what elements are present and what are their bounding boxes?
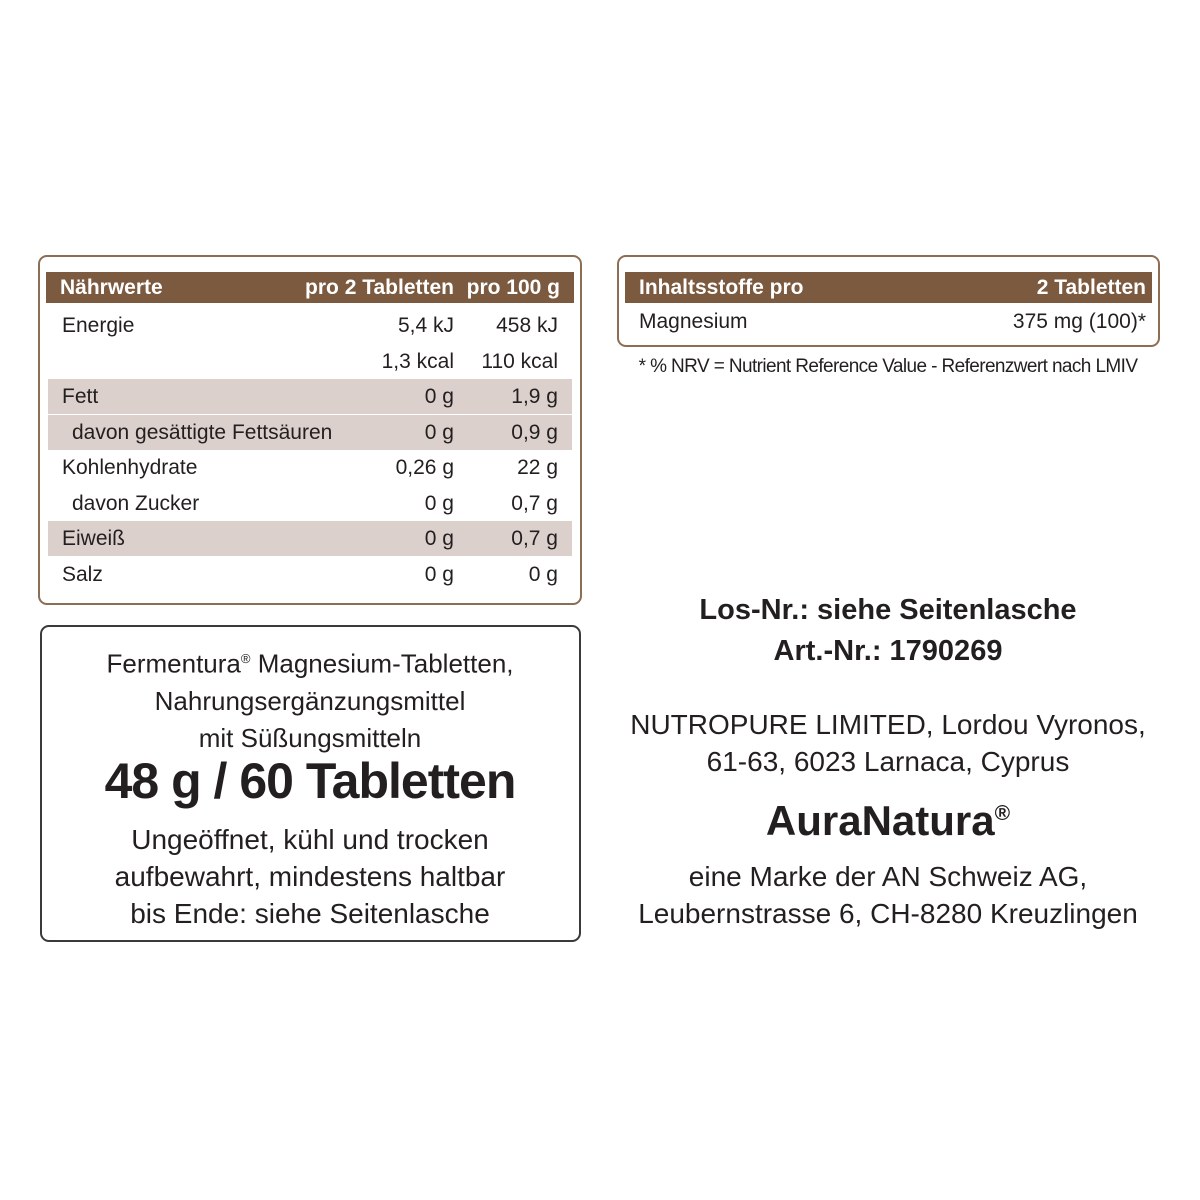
value-per-100g: 458 kJ [496, 314, 558, 337]
nutrition-row: 1,3 kcal 110 kcal [48, 344, 572, 379]
nutrition-row: Eiweiß 0 g 0,7 g [48, 521, 572, 556]
nutrition-row: davon Zucker 0 g 0,7 g [48, 486, 572, 521]
ingredient-row: Magnesium 375 mg (100)* [625, 304, 1152, 339]
brand-owner: eine Marke der AN Schweiz AG, Leubernstr… [638, 858, 1138, 932]
ingredient-name: Magnesium [639, 310, 748, 333]
footnote: * % NRV = Nutrient Reference Value - Ref… [638, 356, 1138, 377]
header-col: 2 Tabletten [1036, 276, 1146, 299]
value-per-100g: 1,9 g [511, 385, 558, 408]
nutrition-row: Fett 0 g 1,9 g [48, 379, 572, 414]
ingredients-header: Inhaltsstoffe pro 2 Tabletten [625, 272, 1152, 303]
value-per-100g: 110 kcal [481, 349, 558, 373]
product-category: Nahrungsergänzungsmittel [154, 685, 466, 716]
value-per-100g: 0,7 g [511, 491, 558, 515]
product-box [40, 625, 581, 942]
nutrient-label: Salz [62, 562, 103, 586]
nutrient-label: Kohlenhydrate [62, 456, 198, 479]
registered-mark: ® [240, 651, 251, 666]
header-label: Inhaltsstoffe pro [639, 276, 804, 299]
nutrient-label: Energie [62, 314, 135, 337]
lot-number: Los-Nr.: siehe Seitenlasche Art.-Nr.: 17… [699, 590, 1076, 672]
value-per-2-tablets: 0,26 g [395, 456, 454, 479]
nutrition-row: davon gesättigte Fettsäuren 0 g 0,9 g [48, 414, 572, 450]
nutrition-row: Salz 0 g 0 g [48, 557, 572, 592]
header-label: Nährwerte [60, 276, 163, 299]
value-per-100g: 22 g [517, 456, 558, 479]
manufacturer-line: 61-63, 6023 Larnaca, Cyprus [706, 746, 1070, 777]
nutrition-table: Nährwerte pro 2 Tabletten pro 100 g Ener… [38, 255, 582, 605]
value-per-100g: 0 g [528, 562, 558, 586]
storage-line: bis Ende: siehe Seitenlasche [130, 898, 490, 929]
nutrition-row: Energie 5,4 kJ 458 kJ [48, 308, 572, 343]
value-per-2-tablets: 0 g [424, 562, 454, 586]
nutrient-label: davon gesättigte Fettsäuren [72, 420, 333, 444]
value-per-100g: 0,7 g [511, 527, 558, 550]
ingredients-table: Inhaltsstoffe pro 2 Tabletten Magnesium … [617, 255, 1160, 347]
nutrition-header: Nährwerte pro 2 Tabletten pro 100 g [46, 272, 574, 303]
storage-line: aufbewahrt, mindestens haltbar [114, 861, 506, 892]
ingredient-value: 375 mg (100)* [1012, 310, 1146, 333]
product-note: mit Süßungsmitteln [198, 722, 422, 753]
storage-line: Ungeöffnet, kühl und trocken [131, 824, 489, 855]
lot-text: Los-Nr.: siehe Seitenlasche [699, 594, 1077, 626]
storage-info: Ungeöffnet, kühl und trocken aufbewahrt,… [115, 821, 506, 932]
manufacturer-line: NUTROPURE LIMITED, Lordou Vyronos, [630, 709, 1146, 740]
brand-logo: AuraNatura® [766, 797, 1010, 845]
product-type: Magnesium-Tabletten, [250, 648, 514, 679]
manufacturer: NUTROPURE LIMITED, Lordou Vyronos, 61-63… [630, 706, 1146, 780]
brand-owner-line: eine Marke der AN Schweiz AG, [688, 861, 1088, 892]
product-name: Fermentura® Magnesium-Tabletten, Nahrung… [106, 640, 513, 757]
value-per-2-tablets: 0 g [424, 420, 454, 444]
article-number: Art.-Nr.: 1790269 [773, 635, 1003, 667]
nutrient-label: davon Zucker [72, 491, 200, 515]
brand-owner-line: Leubernstrasse 6, CH-8280 Kreuzlingen [638, 898, 1138, 929]
value-per-2-tablets: 1,3 kcal [381, 349, 454, 373]
value-per-2-tablets: 5,4 kJ [397, 314, 454, 337]
value-per-100g: 0,9 g [511, 420, 558, 444]
nutrient-label: Fett [62, 385, 99, 408]
product-brand: Fermentura [106, 648, 241, 679]
value-per-2-tablets: 0 g [424, 491, 454, 515]
value-per-2-tablets: 0 g [424, 385, 454, 408]
nutrient-label: Eiweiß [62, 527, 126, 550]
product-quantity: 48 g / 60 Tabletten [104, 753, 517, 809]
brand-name: AuraNatura [765, 797, 995, 844]
value-per-2-tablets: 0 g [424, 527, 454, 550]
header-col1: pro 2 Tabletten [305, 276, 454, 299]
header-col2: pro 100 g [466, 276, 560, 299]
nutrition-row: Kohlenhydrate 0,26 g 22 g [48, 450, 572, 485]
registered-mark: ® [994, 802, 1011, 825]
